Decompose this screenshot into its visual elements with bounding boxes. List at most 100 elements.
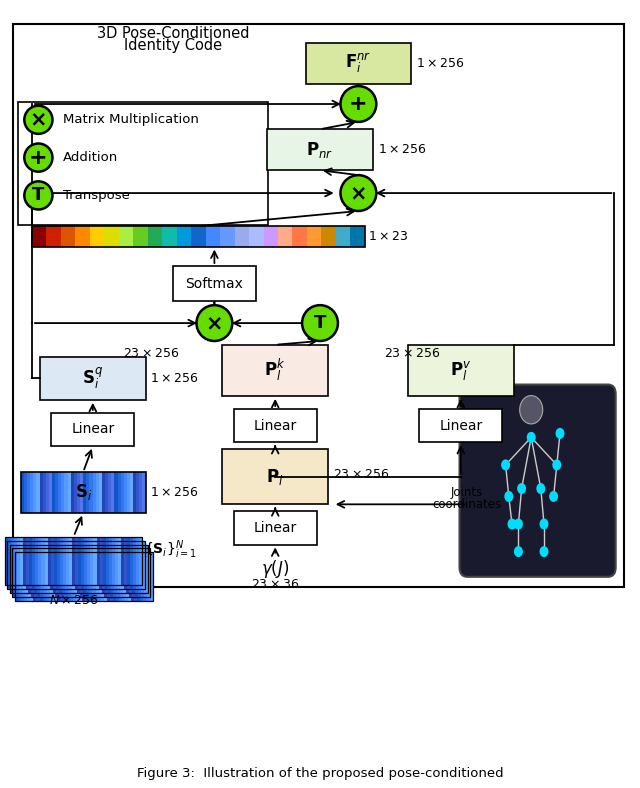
Bar (205, 226, 220, 247)
Circle shape (552, 459, 561, 470)
Bar (19, 545, 22, 593)
Bar (74, 545, 77, 593)
Bar (120, 541, 124, 589)
Bar (49, 472, 52, 513)
Bar (144, 548, 147, 597)
Text: 3D Pose-Conditioned: 3D Pose-Conditioned (97, 25, 249, 41)
Bar (80, 548, 83, 597)
Bar (65, 472, 68, 513)
Bar (107, 552, 110, 601)
Bar (5, 537, 143, 585)
FancyBboxPatch shape (460, 385, 616, 577)
Bar (278, 226, 292, 247)
Bar (77, 548, 80, 597)
Bar (105, 472, 108, 513)
Bar (111, 545, 114, 593)
Bar (38, 537, 42, 585)
Bar (40, 552, 42, 601)
Bar (14, 537, 17, 585)
Bar (136, 472, 140, 513)
Bar (90, 541, 93, 589)
Bar (336, 226, 350, 247)
Bar (135, 548, 138, 597)
Bar (125, 552, 128, 601)
Text: Matrix Multiplication: Matrix Multiplication (63, 113, 198, 126)
Bar (36, 552, 40, 601)
Bar (117, 545, 120, 593)
Bar (114, 545, 117, 593)
Bar (147, 548, 150, 597)
Bar (86, 472, 90, 513)
Text: $\mathbf{F}_i^{nr}$: $\mathbf{F}_i^{nr}$ (345, 51, 372, 75)
Bar (306, 43, 412, 84)
Bar (93, 541, 96, 589)
Bar (20, 537, 23, 585)
Bar (30, 552, 33, 601)
Bar (83, 545, 86, 593)
Bar (13, 548, 150, 597)
Bar (46, 472, 49, 513)
Bar (268, 129, 372, 170)
Bar (264, 226, 278, 247)
Bar (408, 345, 514, 396)
Bar (191, 226, 205, 247)
Bar (143, 552, 147, 601)
Bar (52, 545, 56, 593)
Bar (36, 472, 40, 513)
Text: $\{\mathbf{S}_i\}_{i=1}^N$: $\{\mathbf{S}_i\}_{i=1}^N$ (144, 539, 197, 561)
Ellipse shape (340, 86, 376, 122)
Bar (56, 545, 59, 593)
Bar (124, 537, 127, 585)
Bar (44, 545, 47, 593)
Bar (62, 545, 65, 593)
Bar (173, 266, 256, 302)
Text: $1 \times 256$: $1 \times 256$ (150, 486, 199, 499)
Bar (75, 541, 77, 589)
Bar (32, 226, 47, 247)
Bar (292, 226, 307, 247)
Text: Softmax: Softmax (186, 277, 243, 291)
Bar (110, 548, 113, 597)
Bar (102, 545, 105, 593)
Bar (68, 545, 71, 593)
Bar (65, 541, 68, 589)
Bar (34, 548, 37, 597)
Bar (22, 545, 25, 593)
Bar (52, 552, 55, 601)
Bar (28, 552, 30, 601)
Bar (63, 537, 66, 585)
Bar (72, 541, 75, 589)
Bar (29, 537, 32, 585)
Bar (33, 552, 36, 601)
Bar (47, 541, 50, 589)
Bar (71, 545, 74, 593)
Bar (162, 226, 177, 247)
Text: $N \times 256$: $N \times 256$ (49, 594, 99, 607)
Circle shape (501, 459, 510, 470)
Ellipse shape (24, 106, 52, 134)
Bar (89, 548, 92, 597)
Bar (74, 548, 77, 597)
Text: $23 \times 256$: $23 \times 256$ (384, 347, 440, 359)
Bar (27, 472, 30, 513)
Bar (92, 548, 95, 597)
Bar (150, 552, 152, 601)
Bar (24, 552, 28, 601)
Bar (123, 545, 126, 593)
Bar (41, 541, 44, 589)
Text: $\mathbf{P}_l^v$: $\mathbf{P}_l^v$ (450, 359, 472, 382)
Bar (35, 541, 38, 589)
Bar (47, 537, 51, 585)
Bar (83, 548, 86, 597)
Bar (35, 537, 38, 585)
Bar (15, 552, 18, 601)
Bar (134, 552, 138, 601)
Bar (77, 472, 80, 513)
Bar (133, 537, 136, 585)
Bar (223, 449, 328, 504)
Bar (142, 541, 145, 589)
Bar (73, 552, 76, 601)
Text: +: + (349, 94, 368, 114)
Bar (20, 472, 24, 513)
Bar (10, 545, 13, 593)
